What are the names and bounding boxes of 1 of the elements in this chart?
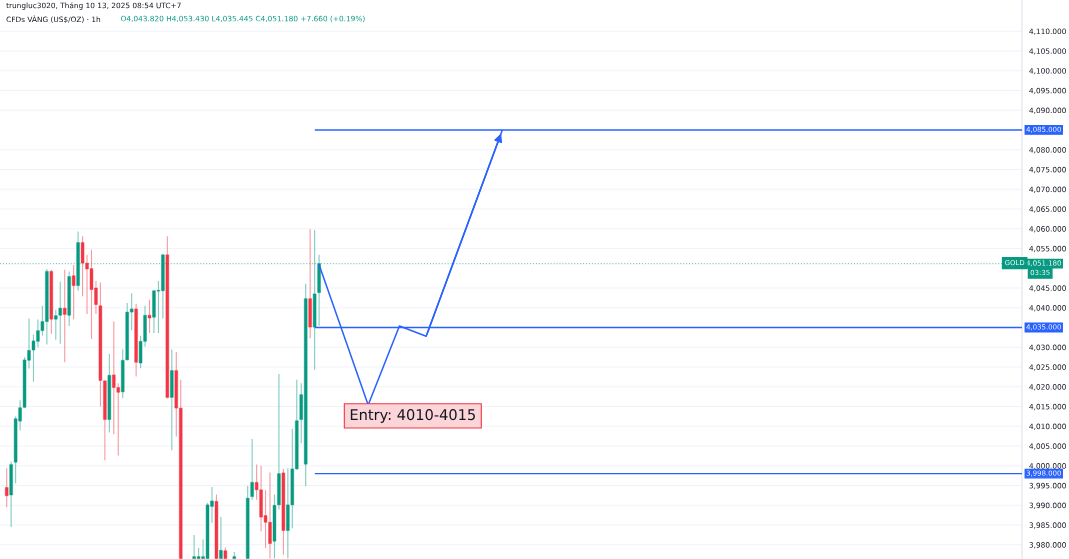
annotation: Entry: 4010-4015 [350, 409, 475, 423]
